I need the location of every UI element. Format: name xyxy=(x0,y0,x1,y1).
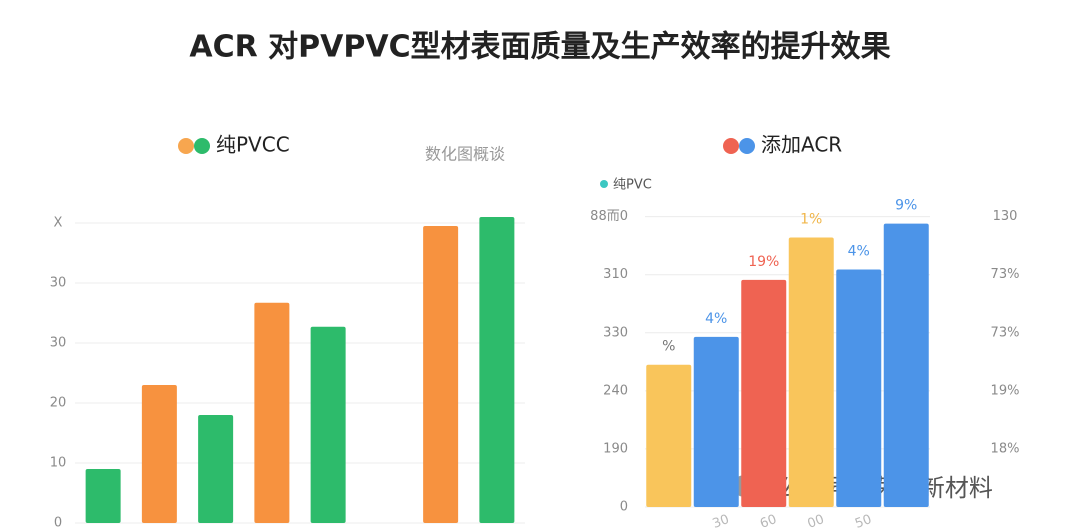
y-tick-label: 310 xyxy=(603,267,628,282)
y-tick-label: 20 xyxy=(50,396,67,411)
x-text: 30 xyxy=(711,512,732,530)
y-tick-label: 0 xyxy=(620,500,628,515)
y2-tick-label: 73% xyxy=(991,325,1020,340)
bar-text: 4% xyxy=(705,311,727,327)
x-text: 00 xyxy=(806,512,827,530)
bar xyxy=(310,326,346,523)
y-tick-label: 10 xyxy=(50,456,67,471)
legend-swatch xyxy=(600,180,608,188)
bar xyxy=(423,226,459,523)
bar xyxy=(788,237,834,507)
bar xyxy=(479,217,515,523)
legend-swatch xyxy=(178,138,194,154)
bar xyxy=(254,302,290,523)
y-tick-label: 330 xyxy=(603,325,628,340)
y2-tick-label: 19% xyxy=(991,383,1020,398)
legend-swatch xyxy=(723,138,739,154)
bar-text: % xyxy=(662,339,675,355)
bar xyxy=(883,223,929,508)
bar xyxy=(85,469,121,523)
y-tick-label: 30 xyxy=(50,336,67,351)
y-tick-label: X xyxy=(54,216,63,231)
bar xyxy=(198,415,234,523)
title: ACR 对PVPVC型材表面质量及生产效率的提升效果 xyxy=(189,30,890,65)
x-text: 60 xyxy=(758,512,779,530)
bar xyxy=(693,336,739,507)
bar-text: 1% xyxy=(800,212,822,228)
y2-tick-label: 130 xyxy=(993,209,1018,224)
y-tick-label: 0 xyxy=(54,516,62,530)
bar xyxy=(646,364,692,507)
legend-label: 纯PVCC xyxy=(216,133,290,157)
legend-label: 纯PVC xyxy=(613,178,652,193)
y-tick-label: 88而0 xyxy=(590,209,628,224)
y-tick-label: 30 xyxy=(50,276,67,291)
bar xyxy=(741,279,787,507)
x-text: 50 xyxy=(853,512,874,530)
bar xyxy=(141,385,177,523)
legend-swatch xyxy=(194,138,210,154)
legend-label: 添加ACR xyxy=(761,133,842,157)
bar-text: 19% xyxy=(748,254,779,270)
annotation: 数化图概谈 xyxy=(425,145,505,164)
bar-text: 4% xyxy=(848,243,870,259)
y-tick-label: 190 xyxy=(603,441,628,456)
y2-tick-label: 73% xyxy=(991,267,1020,282)
bar xyxy=(836,269,882,507)
y-tick-label: 240 xyxy=(603,383,628,398)
legend-swatch xyxy=(739,138,755,154)
bar-text: 9% xyxy=(895,198,917,214)
y2-tick-label: 18% xyxy=(991,441,1020,456)
